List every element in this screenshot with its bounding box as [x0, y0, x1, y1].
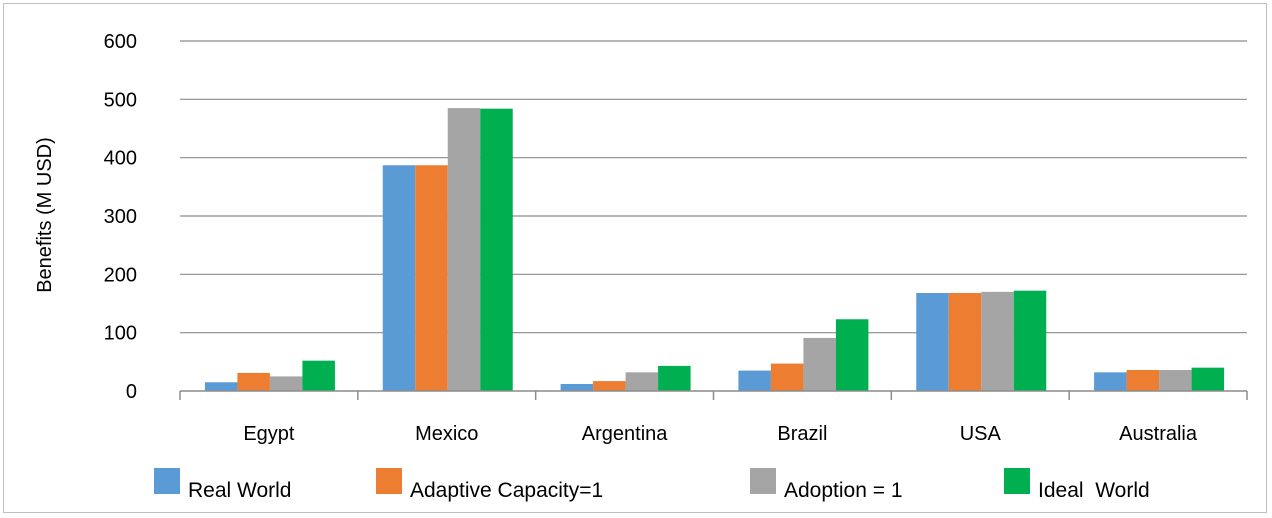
y-tick-label: 100	[104, 323, 137, 345]
bar-usa-4	[1013, 290, 1047, 391]
legend-swatch	[376, 468, 402, 494]
bar-argentina-1	[560, 384, 594, 391]
bar-egypt-4	[302, 360, 335, 391]
x-category-label: USA	[960, 423, 1002, 445]
x-axis-category-labels: Egypt Mexico Argentina Brazil USA Australia	[243, 423, 1198, 445]
y-tick-label: 300	[104, 206, 137, 228]
legend-label: Adaptive Capacity=1	[410, 479, 603, 502]
x-category-label: Brazil	[777, 423, 827, 445]
bar-argentina-3	[625, 372, 659, 391]
y-tick-label: 400	[104, 148, 137, 170]
y-tick-label: 200	[104, 264, 137, 286]
bar-usa-2	[948, 293, 982, 391]
bar-egypt-1	[204, 382, 238, 391]
gridlines	[180, 40, 1247, 334]
x-category-label: Mexico	[415, 423, 478, 445]
bar-australia-2	[1126, 370, 1160, 391]
legend-label: Ideal World	[1038, 479, 1150, 502]
bar-argentina-2	[593, 381, 626, 391]
x-category-label: Australia	[1119, 423, 1198, 445]
legend-swatch	[1004, 468, 1030, 494]
bar-brazil-1	[738, 370, 771, 391]
y-tick-label: 500	[104, 89, 137, 111]
y-axis-title: Benefits (M USD)	[34, 137, 56, 293]
bars	[204, 108, 1225, 392]
x-category-label: Argentina	[582, 423, 668, 445]
bar-usa-3	[981, 291, 1014, 391]
bar-egypt-2	[237, 372, 270, 391]
bar-mexico-3	[447, 108, 481, 391]
bar-brazil-3	[803, 337, 836, 391]
bar-mexico-2	[415, 165, 448, 391]
bar-australia-4	[1191, 367, 1225, 391]
bar-mexico-4	[480, 108, 513, 392]
legend-swatch	[750, 468, 776, 494]
legend: Real World Adaptive Capacity=1 Adoption = …	[154, 468, 1150, 502]
legend-item: Adoption = 1	[750, 468, 903, 502]
x-axis	[179, 390, 1248, 400]
bar-australia-1	[1094, 372, 1127, 391]
y-tick-label: 0	[126, 381, 137, 403]
bar-brazil-4	[835, 319, 869, 391]
legend-item: Real World	[154, 468, 291, 502]
legend-label: Real World	[188, 479, 291, 502]
bar-mexico-1	[382, 165, 416, 391]
x-category-label: Egypt	[243, 423, 295, 445]
legend-swatch	[154, 468, 180, 494]
bar-usa-1	[916, 293, 949, 391]
y-axis-tick-labels: 0 100 200 300 400 500 600	[104, 31, 137, 403]
legend-item: Ideal World	[1004, 468, 1150, 502]
bar-australia-3	[1159, 370, 1192, 391]
bar-argentina-4	[658, 365, 691, 391]
legend-item: Adaptive Capacity=1	[376, 468, 603, 502]
chart-frame	[3, 3, 1267, 513]
legend-label: Adoption = 1	[784, 479, 903, 502]
bar-egypt-3	[269, 376, 303, 391]
y-tick-label: 600	[104, 31, 137, 53]
bar-brazil-2	[770, 363, 804, 391]
